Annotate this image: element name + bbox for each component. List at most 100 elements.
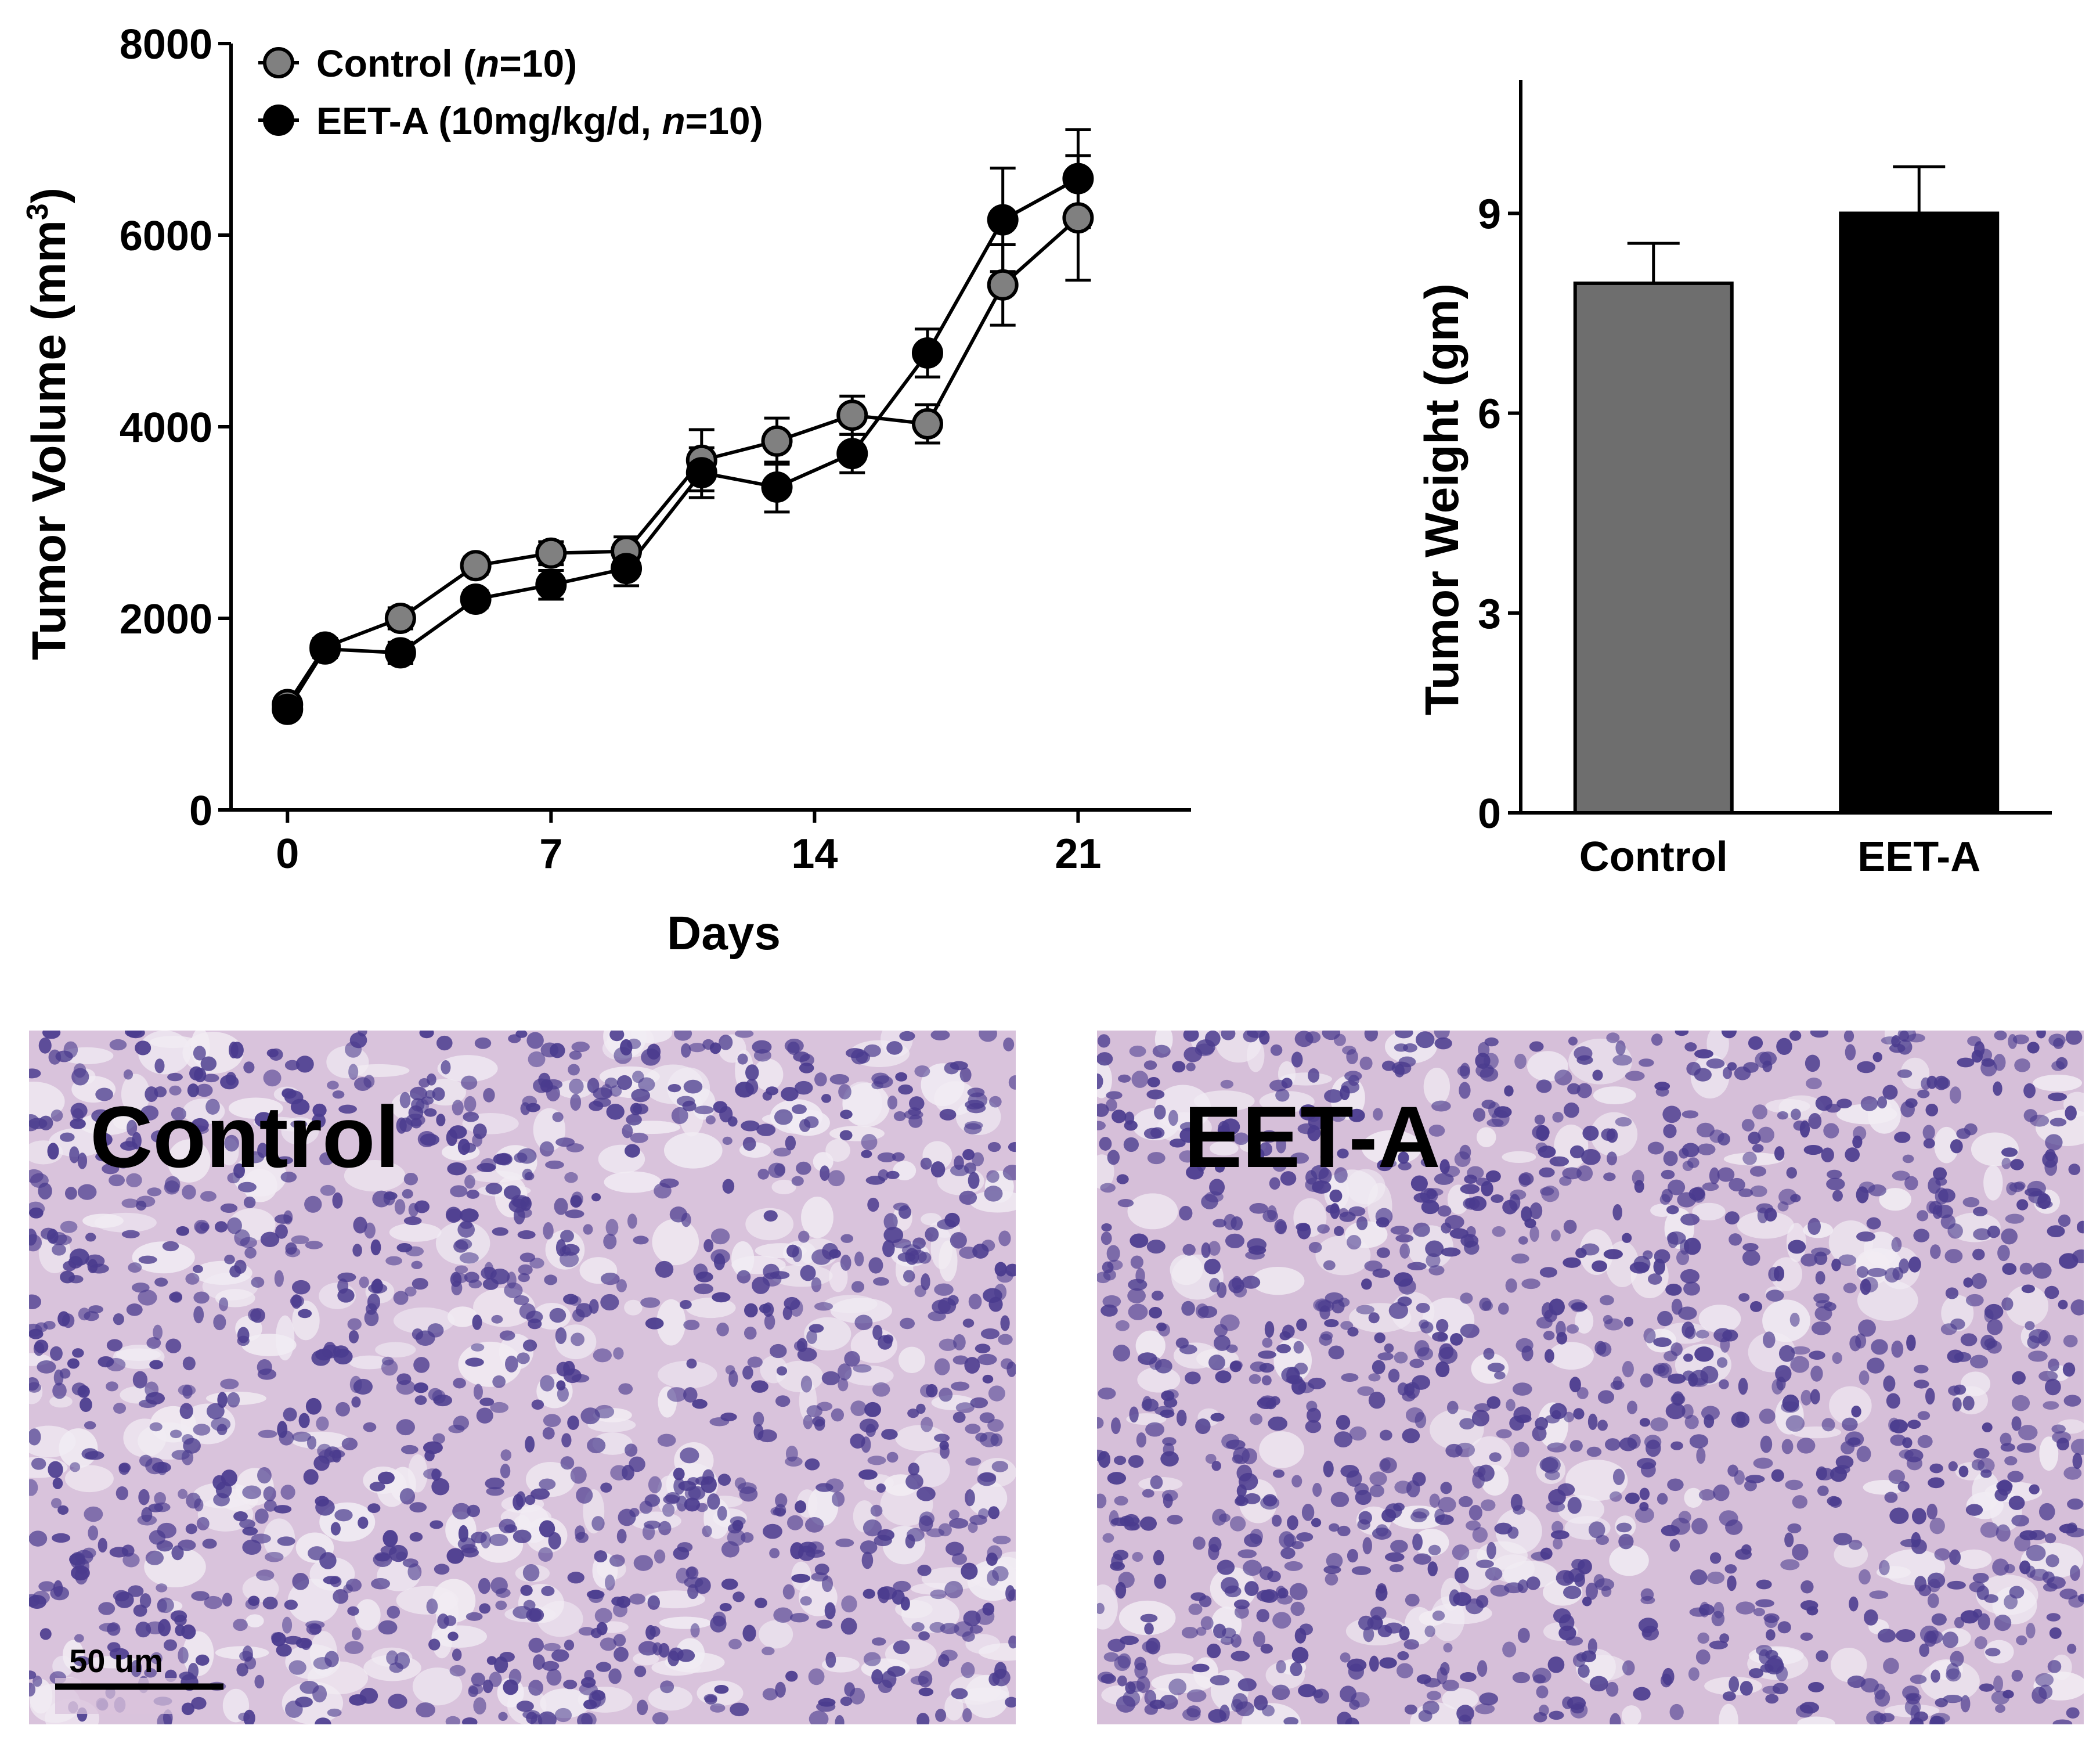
cell-nucleus [1364,1031,1378,1042]
cell-nucleus [50,1498,62,1508]
cell-nucleus [1351,1566,1372,1575]
cell-nucleus [59,1368,71,1379]
cell-nucleus [528,1051,546,1068]
cell-nucleus [1100,1183,1116,1193]
cell-nucleus [1201,1242,1211,1258]
cell-nucleus [877,1152,896,1162]
cell-nucleus [239,1519,255,1529]
cell-nucleus [403,1172,418,1186]
cell-nucleus [1437,1205,1452,1217]
cell-nucleus [277,1536,295,1546]
cell-nucleus [378,1620,398,1635]
cell-nucleus [742,1137,756,1151]
cell-nucleus [1914,1576,1927,1592]
cell-nucleus [1384,1552,1405,1562]
cell-nucleus [799,1062,814,1074]
cell-nucleus [593,1348,612,1363]
data-point-eet-a [987,204,1019,236]
cell-nucleus [988,1385,1005,1402]
cell-nucleus [1700,1366,1719,1384]
cell-nucleus [446,1208,463,1222]
cell-nucleus [377,1471,395,1485]
scale-bar-label: 50 um [69,1642,163,1679]
cell-nucleus [840,1110,853,1119]
bar-eet-a [1839,211,2000,815]
cell-nucleus [338,1104,357,1114]
cell-nucleus [381,1356,394,1366]
cell-nucleus [1329,1189,1343,1202]
vacuole [87,1656,140,1669]
cell-nucleus [257,1467,272,1484]
cell-nucleus [2047,1092,2067,1101]
cell-nucleus [519,1303,536,1320]
cell-nucleus [1597,1420,1608,1431]
cell-nucleus [1167,1515,1183,1525]
cell-nucleus [1860,1096,1878,1111]
vacuole [1565,1460,1628,1501]
cell-nucleus [1929,1518,1945,1535]
cell-nucleus [1334,1431,1353,1448]
y-tick-label: 0 [189,788,212,834]
cell-nucleus [240,1237,257,1248]
cell-nucleus [818,1698,836,1707]
cell-nucleus [1279,1331,1291,1341]
cell-nucleus [2001,1228,2018,1245]
cell-nucleus [1748,1036,1763,1050]
cell-nucleus [260,1231,280,1247]
cell-nucleus [1717,1133,1730,1146]
cell-nucleus [1513,1442,1529,1457]
cell-nucleus [1816,1466,1827,1481]
cell-nucleus [773,1507,786,1517]
cell-nucleus [179,1403,193,1420]
cell-nucleus [1829,1496,1842,1508]
cell-nucleus [1734,1470,1745,1485]
cell-nucleus [520,1102,531,1115]
cell-nucleus [1106,1098,1117,1112]
vacuole [801,1197,833,1238]
cell-nucleus [1262,1494,1278,1507]
cell-nucleus [1356,1216,1368,1230]
cell-nucleus [396,1379,416,1395]
cell-nucleus [1923,1138,1935,1149]
cell-nucleus [1680,1269,1700,1284]
cell-nucleus [202,1539,217,1549]
cell-nucleus [1432,1610,1445,1621]
cell-nucleus [217,1392,228,1409]
cell-nucleus [871,1669,883,1685]
cell-nucleus [831,1408,845,1422]
cell-nucleus [414,1395,427,1405]
cell-nucleus [29,1530,48,1547]
vacuole [656,1299,686,1346]
cell-nucleus [616,1529,627,1544]
cell-nucleus [2072,1453,2083,1469]
cell-nucleus [452,1100,464,1116]
cell-nucleus [1995,1704,2005,1713]
cell-nucleus [1604,1438,1621,1451]
cell-nucleus [1258,1350,1276,1359]
cell-nucleus [1612,1204,1622,1221]
cell-nucleus [169,1429,182,1439]
cell-nucleus [917,1486,936,1501]
cell-nucleus [1325,1573,1338,1586]
cell-nucleus [167,1072,183,1082]
cell-nucleus [713,1101,728,1114]
cell-nucleus [1914,1379,1929,1389]
cell-nucleus [1556,1332,1568,1345]
cell-nucleus [1856,1446,1871,1463]
cell-nucleus [1588,1521,1605,1539]
cell-nucleus [1727,1062,1737,1071]
cell-nucleus [29,1294,42,1310]
cell-nucleus [654,1549,666,1564]
cell-nucleus [584,1670,594,1681]
cell-nucleus [426,1598,438,1615]
cell-nucleus [1205,1454,1217,1464]
cell-nucleus [1449,1228,1468,1239]
cell-nucleus [605,1219,619,1236]
cell-nucleus [1639,1501,1649,1511]
cell-nucleus [102,1163,120,1175]
cell-nucleus [652,1642,663,1656]
cell-nucleus [774,1109,793,1125]
cell-nucleus [962,1149,975,1161]
cell-nucleus [637,1699,648,1716]
cell-nucleus [622,1124,633,1139]
